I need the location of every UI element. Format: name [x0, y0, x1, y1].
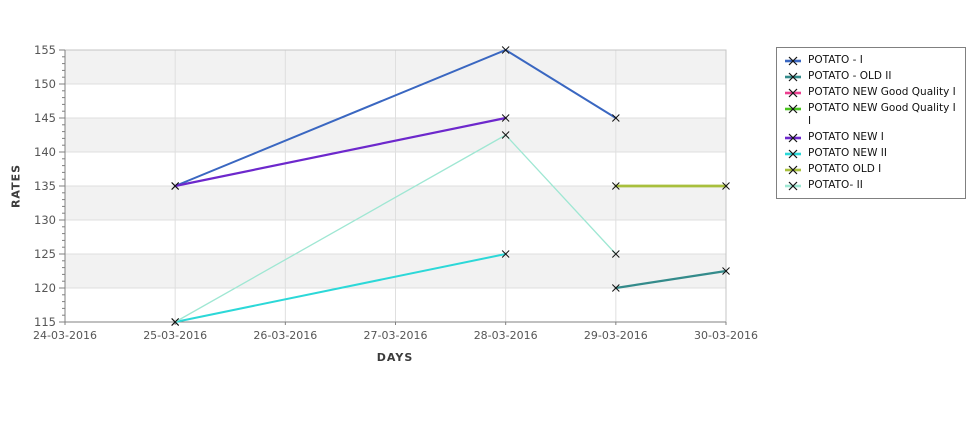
legend-item: POTATO NEW Good Quality I [784, 86, 959, 99]
point-marker-x [611, 284, 620, 292]
legend-series-marker-icon [785, 104, 801, 114]
legend-item: POTATO NEW II [784, 147, 959, 160]
series-line [174, 253, 507, 323]
legend-series-marker-icon [785, 56, 801, 66]
x-tick-label: 25-03-2016 [143, 329, 207, 342]
legend-series-marker-icon [785, 181, 801, 191]
y-tick-label: 115 [34, 315, 56, 329]
x-axis-title: DAYS [376, 351, 414, 364]
point-marker-x [171, 318, 180, 326]
point-marker-x [501, 46, 510, 54]
point-marker-x [722, 182, 730, 190]
y-axis-title: RATES [9, 163, 23, 209]
x-tick-label: 29-03-2016 [584, 329, 648, 342]
x-tick-label: 27-03-2016 [364, 329, 428, 342]
legend-series-marker-icon [785, 72, 801, 82]
y-tick-label: 155 [34, 43, 56, 57]
legend-series-marker-icon [785, 149, 801, 159]
legend-series-marker-icon [785, 165, 801, 175]
legend-label: POTATO OLD I [808, 163, 882, 175]
legend-label: POTATO NEW Good Quality I I [808, 102, 956, 127]
point-marker-x [722, 267, 730, 275]
legend-label: POTATO NEW I [808, 131, 884, 143]
legend-item: POTATO - OLD II [784, 70, 959, 83]
y-tick-label: 145 [34, 111, 56, 125]
point-marker-x [501, 131, 510, 139]
legend-label: POTATO- II [808, 179, 863, 191]
point-marker-x [611, 114, 620, 122]
series-line [614, 269, 728, 290]
point-marker-x [611, 250, 620, 258]
legend-series-marker-icon [785, 133, 801, 143]
legend-item: POTATO OLD I [784, 163, 959, 176]
y-tick-label: 130 [34, 213, 56, 227]
y-tick-label: 135 [34, 179, 56, 193]
legend: POTATO - I POTATO - OLD II POTATO NEW Good… [776, 47, 966, 199]
y-tick-label: 140 [34, 145, 56, 159]
y-tick-label: 120 [34, 281, 56, 295]
legend-label: POTATO - I [808, 54, 863, 66]
y-tick-label: 150 [34, 77, 56, 91]
point-marker-x [501, 114, 510, 122]
legend-item: POTATO NEW Good Quality I I [784, 102, 959, 128]
series-line [174, 116, 507, 188]
x-tick-label: 26-03-2016 [253, 329, 317, 342]
x-tick-label: 30-03-2016 [694, 329, 758, 342]
x-tick-label: 24-03-2016 [33, 329, 97, 342]
legend-label: POTATO - OLD II [808, 70, 892, 82]
legend-label: POTATO NEW Good Quality I [808, 86, 956, 98]
point-marker-x [611, 182, 620, 190]
legend-item: POTATO NEW I [784, 131, 959, 144]
legend-item: POTATO - I [784, 54, 959, 67]
legend-item: POTATO- II [784, 179, 959, 192]
x-tick-label: 28-03-2016 [474, 329, 538, 342]
legend-label: POTATO NEW II [808, 147, 887, 159]
point-marker-x [171, 182, 180, 190]
y-tick-label: 125 [34, 247, 56, 261]
point-marker-x [501, 250, 510, 258]
legend-series-marker-icon [785, 88, 801, 98]
